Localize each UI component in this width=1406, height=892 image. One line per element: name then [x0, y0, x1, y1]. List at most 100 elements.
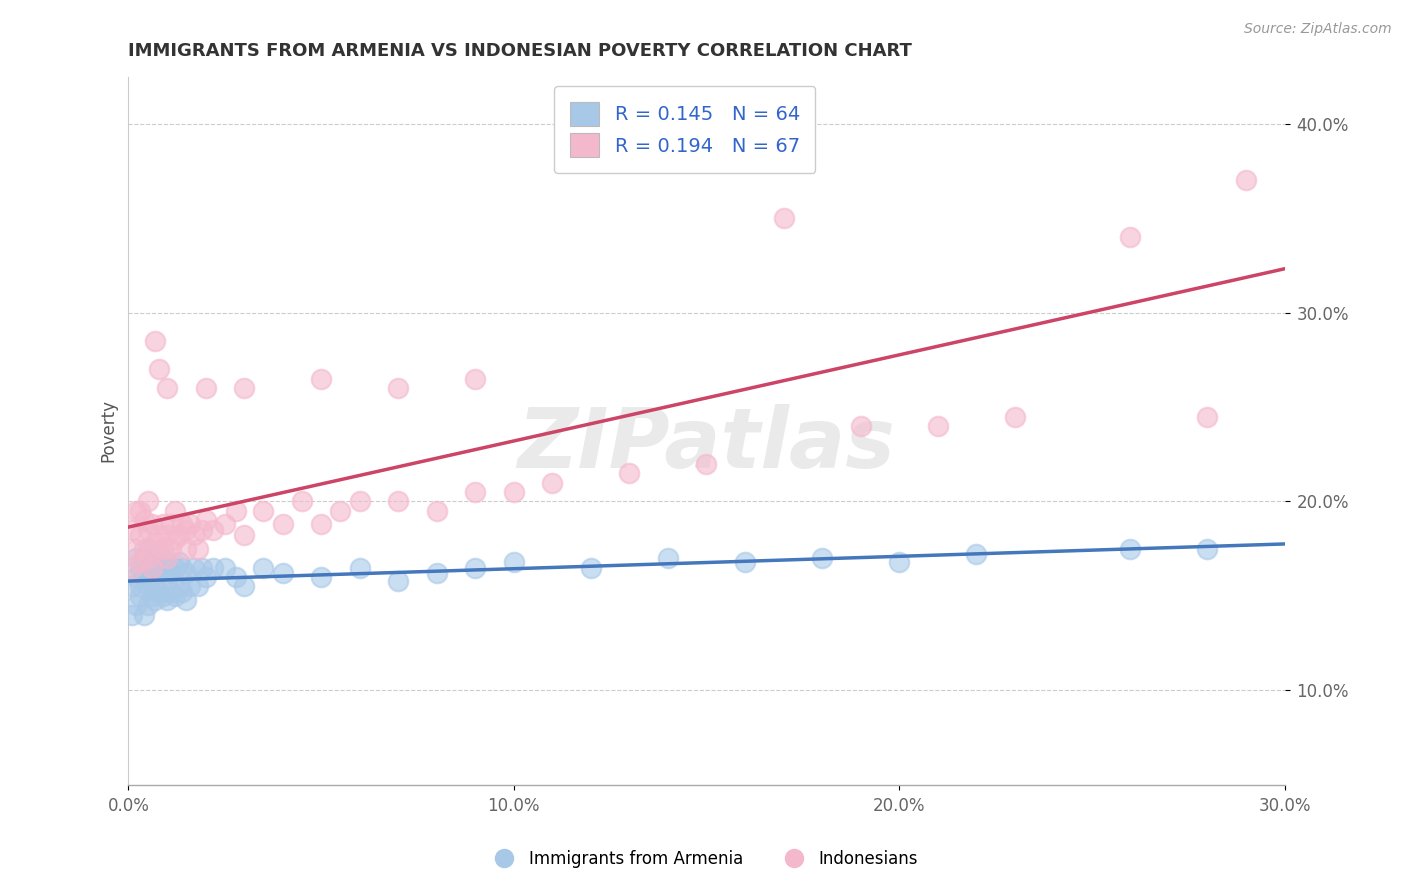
Point [125, 599, 148, 613]
Point [889, 555, 911, 569]
Legend: Immigrants from Armenia, Indonesians: Immigrants from Armenia, Indonesians [481, 844, 925, 875]
Point [502, 555, 524, 569]
Point [252, 560, 274, 574]
Point [156, 551, 179, 566]
Point [145, 574, 167, 588]
Point [172, 560, 194, 574]
Point [145, 592, 167, 607]
Point [129, 579, 152, 593]
Point [695, 457, 717, 471]
Point [174, 592, 197, 607]
Point [187, 541, 209, 556]
Point [502, 485, 524, 500]
Text: IMMIGRANTS FROM ARMENIA VS INDONESIAN POVERTY CORRELATION CHART: IMMIGRANTS FROM ARMENIA VS INDONESIAN PO… [128, 42, 912, 60]
Point [141, 570, 163, 584]
Point [309, 517, 332, 532]
Point [172, 517, 194, 532]
Point [464, 372, 486, 386]
Point [132, 551, 155, 566]
Point [464, 560, 486, 574]
Point [541, 475, 564, 490]
Point [167, 555, 190, 569]
Point [179, 579, 201, 593]
Point [132, 607, 155, 622]
Point [1197, 541, 1219, 556]
Point [121, 560, 143, 574]
Point [579, 560, 602, 574]
Point [225, 504, 247, 518]
Point [214, 560, 236, 574]
Point [132, 570, 155, 584]
Point [148, 547, 170, 561]
Point [190, 523, 212, 537]
Point [233, 381, 256, 395]
Point [141, 551, 163, 566]
Point [179, 517, 201, 532]
Point [163, 504, 186, 518]
Point [174, 541, 197, 556]
Point [167, 528, 190, 542]
Point [160, 585, 183, 599]
Point [174, 523, 197, 537]
Point [136, 579, 159, 593]
Point [136, 494, 159, 508]
Point [125, 551, 148, 566]
Point [194, 381, 217, 395]
Point [194, 570, 217, 584]
Point [136, 541, 159, 556]
Point [125, 570, 148, 584]
Point [183, 560, 205, 574]
Point [309, 570, 332, 584]
Point [160, 541, 183, 556]
Point [811, 551, 834, 566]
Point [160, 517, 183, 532]
Point [156, 555, 179, 569]
Point [125, 541, 148, 556]
Point [734, 555, 756, 569]
Point [132, 541, 155, 556]
Point [202, 523, 225, 537]
Point [734, 136, 756, 150]
Point [927, 419, 949, 434]
Point [426, 566, 449, 581]
Point [129, 560, 152, 574]
Point [225, 570, 247, 584]
Point [156, 381, 179, 395]
Point [271, 566, 294, 581]
Point [349, 494, 371, 508]
Point [145, 555, 167, 569]
Point [129, 504, 152, 518]
Point [132, 513, 155, 527]
Point [141, 541, 163, 556]
Point [121, 523, 143, 537]
Point [464, 485, 486, 500]
Point [148, 528, 170, 542]
Point [187, 579, 209, 593]
Point [1197, 409, 1219, 424]
Point [156, 574, 179, 588]
Point [148, 566, 170, 581]
Point [772, 211, 794, 226]
Point [965, 547, 987, 561]
Point [129, 589, 152, 603]
Point [174, 566, 197, 581]
Point [849, 419, 872, 434]
Point [309, 372, 332, 386]
Text: ZIPatlas: ZIPatlas [517, 404, 896, 485]
Point [271, 517, 294, 532]
Point [152, 517, 174, 532]
Point [252, 504, 274, 518]
Text: Source: ZipAtlas.com: Source: ZipAtlas.com [1244, 22, 1392, 37]
Point [152, 589, 174, 603]
Point [387, 494, 409, 508]
Point [426, 504, 449, 518]
Point [233, 528, 256, 542]
Y-axis label: Poverty: Poverty [100, 400, 117, 462]
Point [156, 592, 179, 607]
Legend: R = 0.145   N = 64, R = 0.194   N = 67: R = 0.145 N = 64, R = 0.194 N = 67 [554, 87, 815, 173]
Point [129, 528, 152, 542]
Point [183, 528, 205, 542]
Point [145, 536, 167, 550]
Point [129, 555, 152, 569]
Point [121, 579, 143, 593]
